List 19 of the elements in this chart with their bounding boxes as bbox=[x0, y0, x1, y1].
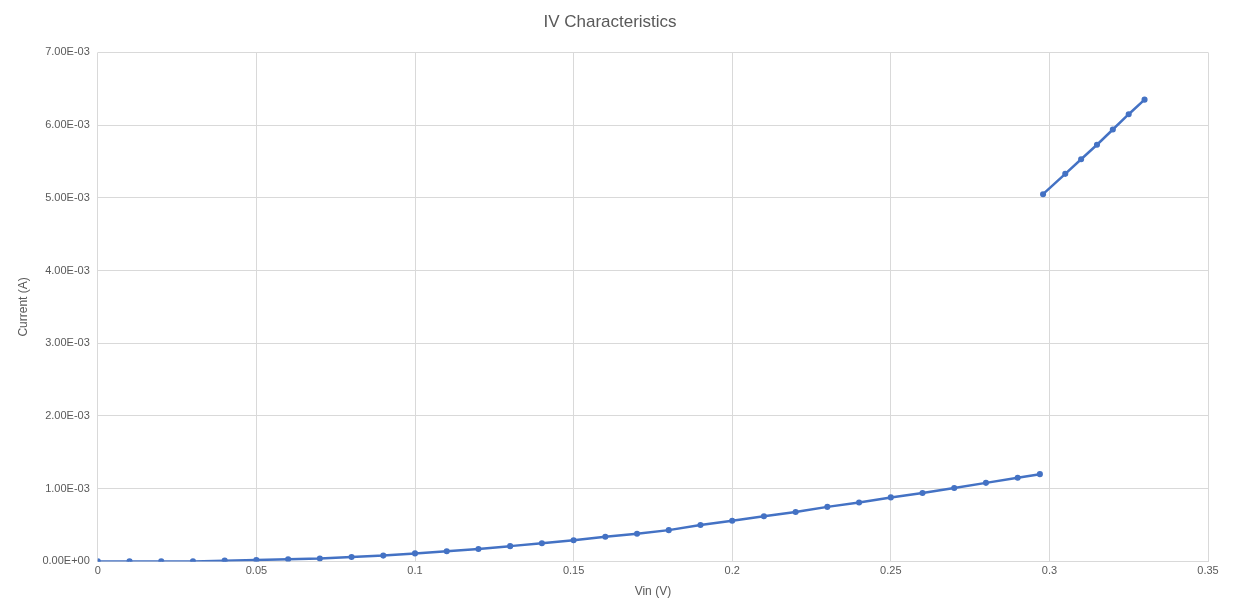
y-tick-label: 3.00E-03 bbox=[45, 336, 90, 349]
x-tick-label: 0.2 bbox=[724, 564, 740, 577]
chart-title: IV Characteristics bbox=[543, 11, 677, 31]
x-tick-label: 0.3 bbox=[1041, 564, 1058, 577]
y-tick-label: 2.00E-03 bbox=[45, 409, 90, 421]
y-tick-label: 1.00E-03 bbox=[45, 481, 90, 494]
y-tick-label: 6.00E-03 bbox=[45, 118, 90, 131]
x-tick-label: 0.05 bbox=[245, 564, 268, 577]
y-axis-title: Current (A) bbox=[15, 277, 30, 337]
y-tick-label: 5.00E-03 bbox=[45, 190, 90, 203]
y-tick-label: 4.00E-03 bbox=[45, 263, 90, 276]
x-tick-label: 0.1 bbox=[407, 564, 423, 577]
x-tick-label: 0.35 bbox=[1197, 564, 1219, 577]
x-tick-label: 0.25 bbox=[880, 564, 902, 577]
x-tick-label: 0.15 bbox=[562, 564, 585, 577]
y-tick-label: 7.00E-03 bbox=[45, 45, 90, 58]
x-tick-label: 0 bbox=[94, 564, 101, 577]
y-tick-label: 0.00E+00 bbox=[42, 554, 90, 567]
x-axis-title: Vin (V) bbox=[634, 584, 672, 599]
